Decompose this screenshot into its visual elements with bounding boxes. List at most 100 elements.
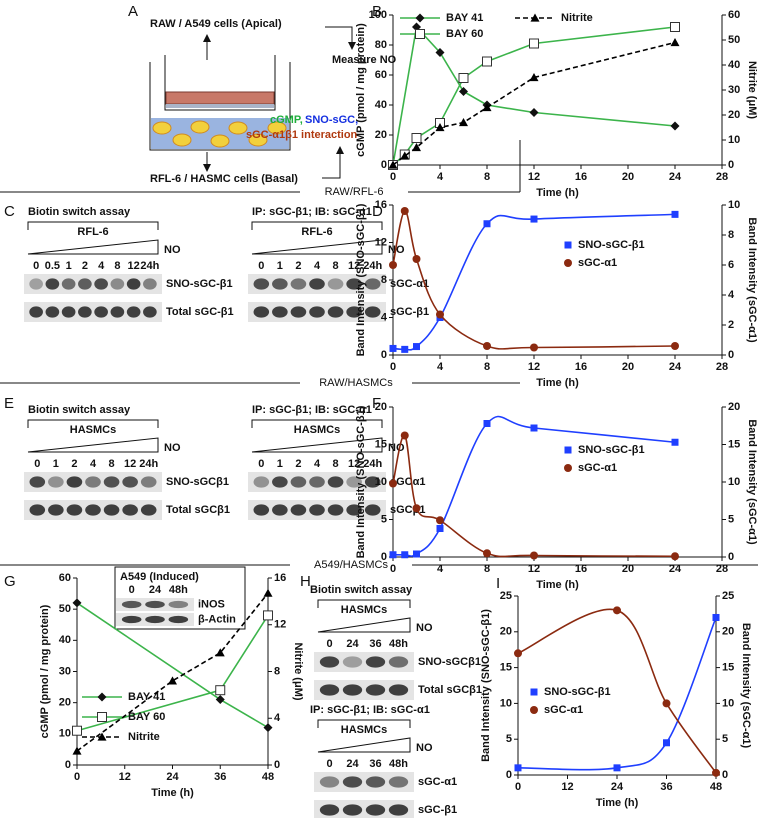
blot-strip xyxy=(314,680,414,700)
marker xyxy=(670,38,680,47)
blot-band xyxy=(94,306,108,318)
lane-label: 4 xyxy=(90,458,97,470)
readout-label: cGMP, xyxy=(270,114,303,126)
y2-tick-label: 60 xyxy=(728,9,740,21)
y2-tick-label: 5 xyxy=(722,733,728,745)
legend-label: BAY 41 xyxy=(128,691,165,703)
x-axis-title: Time (h) xyxy=(536,187,579,199)
marker xyxy=(530,551,538,560)
y-axis-title: cGMP (pmol / mg protein) xyxy=(39,604,51,738)
blot-band xyxy=(61,278,76,290)
y-tick-label: 80 xyxy=(375,39,387,51)
blot-band xyxy=(365,656,386,668)
section-header: RAW/RFL-6 xyxy=(325,186,384,198)
blot-band xyxy=(168,615,189,624)
series-line xyxy=(392,210,676,350)
lane-label: 0 xyxy=(33,260,39,272)
marker xyxy=(413,343,420,351)
y-tick-label: 4 xyxy=(381,311,388,323)
blot-band xyxy=(346,504,362,516)
y-tick-label: 0 xyxy=(506,769,512,781)
lane-label: 0 xyxy=(34,458,40,470)
legend-label: BAY 41 xyxy=(446,12,483,24)
blot-strip xyxy=(24,302,162,322)
blot-band xyxy=(66,476,83,488)
marker xyxy=(671,342,679,350)
blot-band xyxy=(364,278,381,290)
blot-band xyxy=(29,278,43,290)
marker xyxy=(613,764,621,772)
bracket xyxy=(251,419,383,428)
marker xyxy=(389,551,397,559)
marker xyxy=(670,22,680,32)
lane-label: 0.5 xyxy=(45,260,60,272)
blot-band xyxy=(122,476,138,488)
lane-label: 12 xyxy=(348,458,360,470)
blot-band xyxy=(290,476,307,488)
blot-title: Biotin switch assay xyxy=(28,206,131,218)
blot-band xyxy=(110,278,125,290)
y-tick-label: 15 xyxy=(375,438,387,450)
blot-band xyxy=(29,306,43,318)
panel-letter: D xyxy=(372,203,383,220)
marker xyxy=(72,746,82,755)
lane-label: 2 xyxy=(82,260,88,272)
cell-label: HASMCs xyxy=(294,424,340,436)
x-tick-label: 0 xyxy=(515,781,521,793)
y-tick-label: 10 xyxy=(375,476,387,488)
blot-band xyxy=(309,306,325,318)
y-tick-label: 12 xyxy=(375,236,387,248)
marker xyxy=(663,739,670,747)
cell-label: HASMCs xyxy=(341,724,387,736)
cell-label: RFL-6 xyxy=(77,226,108,238)
y-tick-label: 50 xyxy=(59,603,71,615)
lane-label: 24 xyxy=(149,584,162,596)
x-tick-label: 24 xyxy=(611,781,624,793)
marker xyxy=(263,610,273,621)
marker xyxy=(401,551,409,559)
y-axis-title: Band Intensity (SNO-sGC-β1) xyxy=(355,203,367,356)
y-axis-title: Band Intensity (SNO-sGC-β1) xyxy=(355,405,367,558)
blot-band xyxy=(78,306,92,318)
blot-band xyxy=(48,476,64,488)
x-tick-label: 12 xyxy=(528,171,540,183)
marker xyxy=(530,688,538,696)
lane-label: 36 xyxy=(369,638,381,650)
cell-label: RFL-6 xyxy=(301,226,332,238)
marker xyxy=(514,649,522,658)
y2-tick-label: 12 xyxy=(274,619,286,631)
blot-band xyxy=(61,306,76,318)
transwell-diagram xyxy=(0,26,758,566)
marker xyxy=(613,606,621,615)
blot-band xyxy=(327,504,344,516)
marker xyxy=(529,73,539,82)
blot-band xyxy=(309,476,325,488)
blot-band xyxy=(66,504,83,516)
blot-band xyxy=(253,504,270,516)
marker xyxy=(401,345,409,353)
marker xyxy=(712,768,720,777)
y2-tick-label: 0 xyxy=(728,349,734,361)
basal-label: RFL-6 / HASMC cells (Basal) xyxy=(150,173,298,185)
blot-band xyxy=(342,684,363,696)
blot-band xyxy=(327,476,344,488)
blot-band xyxy=(253,278,270,290)
y-tick-label: 0 xyxy=(381,349,387,361)
lane-label: 0 xyxy=(326,758,332,770)
y2-tick-label: 15 xyxy=(722,662,734,674)
blot-band xyxy=(126,278,141,290)
marker xyxy=(564,464,572,472)
marker xyxy=(411,133,422,143)
marker xyxy=(514,764,522,772)
x-tick-label: 16 xyxy=(575,563,587,575)
y-tick-label: 60 xyxy=(59,572,71,584)
legend-label: SNO-sGC-β1 xyxy=(544,686,611,698)
row-label: iNOS xyxy=(198,598,225,610)
blot-band xyxy=(319,684,340,696)
marker xyxy=(670,121,680,131)
x-axis-title: Time (h) xyxy=(536,377,579,389)
marker xyxy=(530,13,540,22)
y2-axis-title: Band Intensity (sGC-α1) xyxy=(746,217,758,343)
y-tick-label: 20 xyxy=(500,626,512,638)
marker xyxy=(671,210,679,218)
